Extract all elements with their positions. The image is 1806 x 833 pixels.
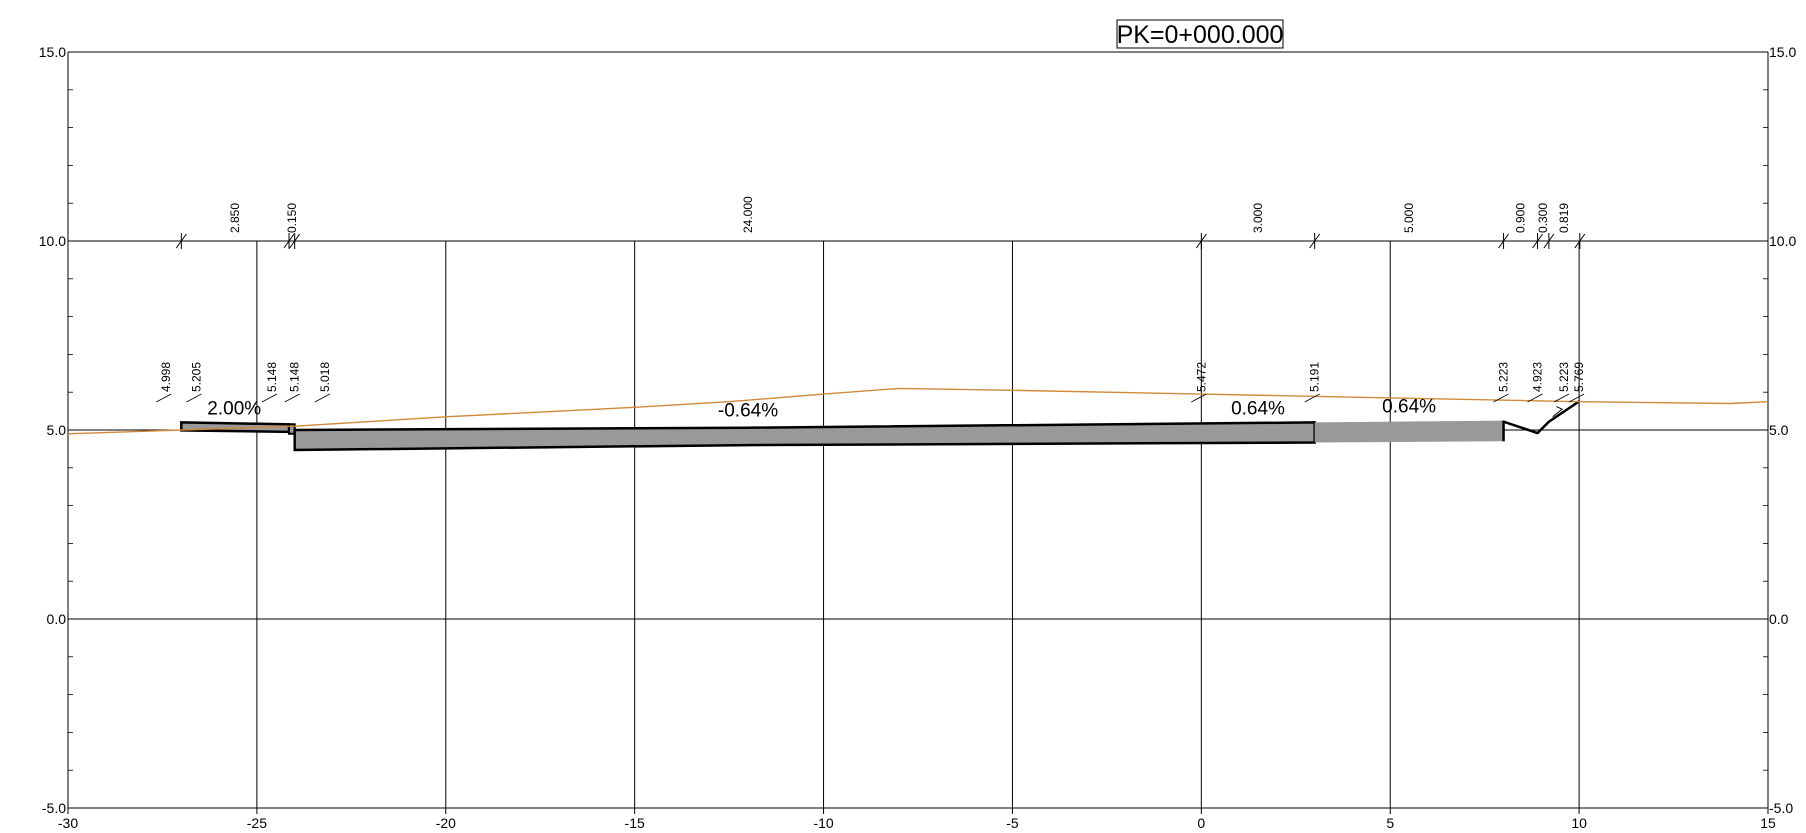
x-tick-label: 0	[1197, 815, 1205, 831]
y-tick-label-left: 0.0	[47, 611, 67, 627]
elevation-leader	[1191, 393, 1207, 403]
elevation-leader	[1493, 393, 1509, 403]
y-tick-label-left: 10.0	[39, 233, 66, 249]
elevation-label: 5.205	[189, 362, 203, 392]
slope-label: 0.64%	[1231, 399, 1285, 420]
x-tick-label: 5	[1386, 815, 1394, 831]
elevation-label: 5.191	[1308, 362, 1322, 392]
road-section-structure	[180, 399, 1581, 452]
dimension-label: 0.819	[1557, 203, 1571, 233]
dimension-label: 0.300	[1536, 203, 1550, 233]
elevation-label: 5.018	[318, 362, 332, 392]
elevation-label: 5.769	[1572, 362, 1586, 392]
elevation-label: 5.148	[288, 362, 302, 392]
dimension-label: 0.900	[1514, 203, 1528, 233]
dimension-label: 0.150	[285, 203, 299, 233]
elevation-leader	[284, 393, 300, 403]
elevation-leader	[261, 393, 278, 403]
dimension-label: 2.850	[228, 203, 242, 233]
dimension-label: 3.000	[1251, 203, 1265, 233]
y-tick-label-right: 0.0	[1769, 611, 1789, 627]
slope-label: 2.00%	[207, 399, 261, 420]
x-tick-label: -25	[247, 815, 267, 831]
elevation-leader	[314, 393, 331, 403]
elevation-leader	[186, 393, 202, 403]
x-tick-label: 10	[1571, 815, 1587, 831]
main-pavement-layer	[293, 421, 1316, 452]
pk-title: PK=0+000.000	[1116, 19, 1284, 49]
y-tick-label-right: -5.0	[1769, 800, 1793, 816]
elevation-label: 5.472	[1194, 362, 1208, 392]
elevation-leader	[156, 393, 172, 403]
x-tick-label: -20	[436, 815, 456, 831]
slope-label: -0.64%	[718, 400, 778, 421]
y-tick-label-left: 15.0	[39, 44, 66, 60]
terrain-profile	[67, 387, 1769, 435]
ditch-hatch	[1552, 406, 1564, 418]
dimension-label: 24.000	[741, 196, 755, 233]
terrain-line	[67, 387, 1769, 435]
right-lane-layer	[1314, 420, 1504, 443]
dimension-label: 5.000	[1402, 203, 1416, 233]
pk-title-text: PK=0+000.000	[1117, 21, 1284, 49]
y-tick-label-left: -5.0	[42, 800, 66, 816]
right-ditch	[1503, 399, 1581, 435]
elevation-label: 5.223	[1557, 362, 1571, 392]
grid-layer: -5.0 -5.0 0.0 0.0 5.0 5.0 10.0 10.0 15.0 15.0 -30 -…	[39, 44, 1797, 831]
y-tick-label-right: 15.0	[1769, 44, 1796, 60]
y-tick-label-left: 5.0	[47, 422, 67, 438]
y-tick-label-right: 10.0	[1769, 233, 1796, 249]
elevation-leader	[1568, 393, 1585, 403]
x-tick-label: -10	[813, 815, 833, 831]
x-tick-label: -30	[58, 815, 78, 831]
elevation-label: 4.998	[159, 362, 173, 392]
y-tick-label-right: 5.0	[1769, 422, 1789, 438]
elevation-leader	[1553, 393, 1570, 403]
elevation-leader	[1527, 393, 1543, 403]
pk-title-box	[1116, 19, 1284, 49]
elevation-label: 4.923	[1531, 362, 1545, 392]
slope-label: 0.64%	[1382, 397, 1436, 418]
elevation-label: 5.223	[1497, 362, 1511, 392]
x-tick-label: -5	[1006, 815, 1019, 831]
elevation-label: 5.148	[265, 362, 279, 392]
dimension-line: 2.850 0.150 24.000 3.000 5.000 0.900 0.300 0.81…	[175, 196, 1586, 249]
labels-layer: 4.998 5.205 5.148 5.148 5.018 5.472 5.191 5.223…	[156, 362, 1586, 421]
x-tick-label: 15	[1760, 815, 1776, 831]
x-tick-label: -15	[625, 815, 645, 831]
elevation-leader	[1304, 393, 1320, 403]
